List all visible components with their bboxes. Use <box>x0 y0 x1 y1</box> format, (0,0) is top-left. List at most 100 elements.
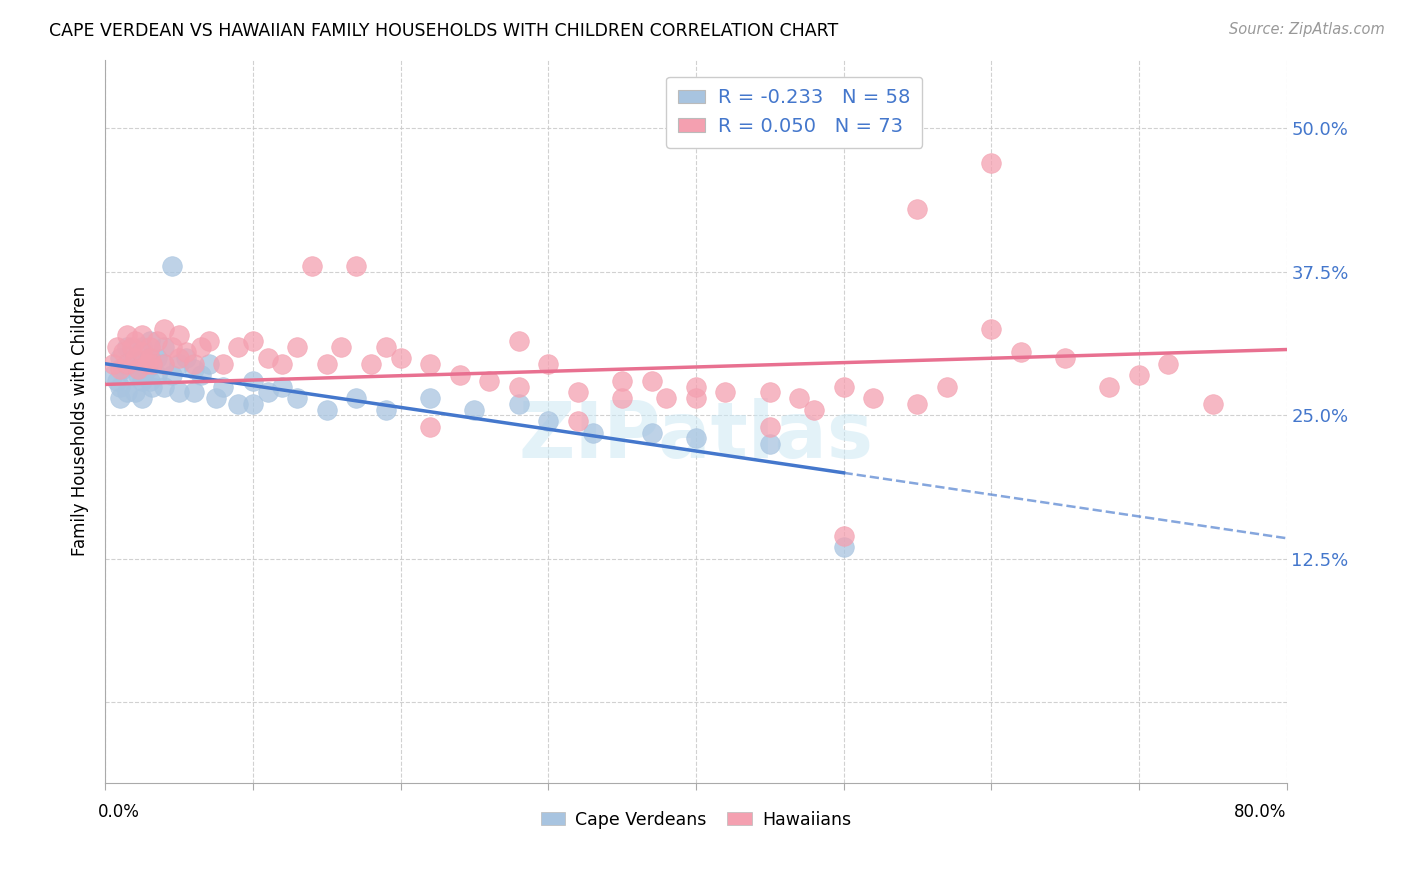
Point <box>1010 345 1032 359</box>
Point <box>141 357 163 371</box>
Point <box>242 374 264 388</box>
Point <box>108 362 131 376</box>
Legend: Cape Verdeans, Hawaiians: Cape Verdeans, Hawaiians <box>533 804 858 836</box>
Point <box>124 351 146 365</box>
Point <box>581 425 603 440</box>
Point <box>271 357 294 371</box>
Point <box>301 259 323 273</box>
Point <box>138 351 160 365</box>
Point <box>176 351 198 365</box>
Point <box>271 380 294 394</box>
Text: 80.0%: 80.0% <box>1234 804 1286 822</box>
Point <box>138 334 160 348</box>
Point <box>463 402 485 417</box>
Point <box>758 385 780 400</box>
Point <box>131 357 153 371</box>
Point <box>138 340 160 354</box>
Point <box>135 362 157 376</box>
Point <box>242 397 264 411</box>
Point <box>124 351 146 365</box>
Point <box>153 380 176 394</box>
Point <box>685 391 707 405</box>
Point <box>537 414 560 428</box>
Point <box>478 374 501 388</box>
Point <box>508 380 530 394</box>
Point <box>117 340 139 354</box>
Point <box>183 362 205 376</box>
Point <box>183 357 205 371</box>
Point <box>167 328 190 343</box>
Point <box>374 402 396 417</box>
Point <box>117 357 139 371</box>
Point <box>330 340 353 354</box>
Point <box>685 431 707 445</box>
Point <box>537 357 560 371</box>
Point <box>389 351 412 365</box>
Point <box>138 351 160 365</box>
Point <box>832 529 855 543</box>
Point <box>685 380 707 394</box>
Point <box>160 368 183 383</box>
Point <box>508 334 530 348</box>
Point <box>344 391 367 405</box>
Point <box>205 391 228 405</box>
Point <box>285 340 308 354</box>
Point <box>190 340 212 354</box>
Y-axis label: Family Households with Children: Family Households with Children <box>72 286 89 557</box>
Point <box>124 385 146 400</box>
Point <box>803 402 825 417</box>
Point <box>167 357 190 371</box>
Point <box>256 351 278 365</box>
Point <box>117 385 139 400</box>
Point <box>419 357 441 371</box>
Point <box>905 397 928 411</box>
Point <box>640 425 662 440</box>
Point <box>226 397 249 411</box>
Point <box>141 357 163 371</box>
Point <box>138 374 160 388</box>
Point <box>449 368 471 383</box>
Point <box>105 340 128 354</box>
Point <box>124 334 146 348</box>
Point <box>315 357 337 371</box>
Point <box>758 420 780 434</box>
Point <box>212 357 235 371</box>
Point <box>105 374 128 388</box>
Point <box>655 391 678 405</box>
Point <box>212 380 235 394</box>
Point <box>131 391 153 405</box>
Point <box>197 357 219 371</box>
Point <box>141 380 163 394</box>
Text: Source: ZipAtlas.com: Source: ZipAtlas.com <box>1229 22 1385 37</box>
Point <box>190 368 212 383</box>
Point <box>1054 351 1077 365</box>
Point <box>153 340 176 354</box>
Text: ZIPatlas: ZIPatlas <box>519 398 873 474</box>
Point <box>610 391 633 405</box>
Point <box>862 391 884 405</box>
Point <box>226 340 249 354</box>
Point <box>419 420 441 434</box>
Point <box>167 385 190 400</box>
Point <box>101 368 124 383</box>
Point <box>1202 397 1225 411</box>
Point <box>567 385 589 400</box>
Point <box>146 334 169 348</box>
Point <box>108 351 131 365</box>
Point <box>124 357 146 371</box>
Point <box>832 380 855 394</box>
Point <box>640 374 662 388</box>
Point <box>121 340 143 354</box>
Point <box>121 368 143 383</box>
Point <box>131 340 153 354</box>
Point <box>153 357 176 371</box>
Point <box>758 437 780 451</box>
Point <box>117 357 139 371</box>
Point <box>167 351 190 365</box>
Point <box>242 334 264 348</box>
Point <box>787 391 810 405</box>
Point <box>160 259 183 273</box>
Point <box>101 357 124 371</box>
Point <box>374 340 396 354</box>
Point <box>508 397 530 411</box>
